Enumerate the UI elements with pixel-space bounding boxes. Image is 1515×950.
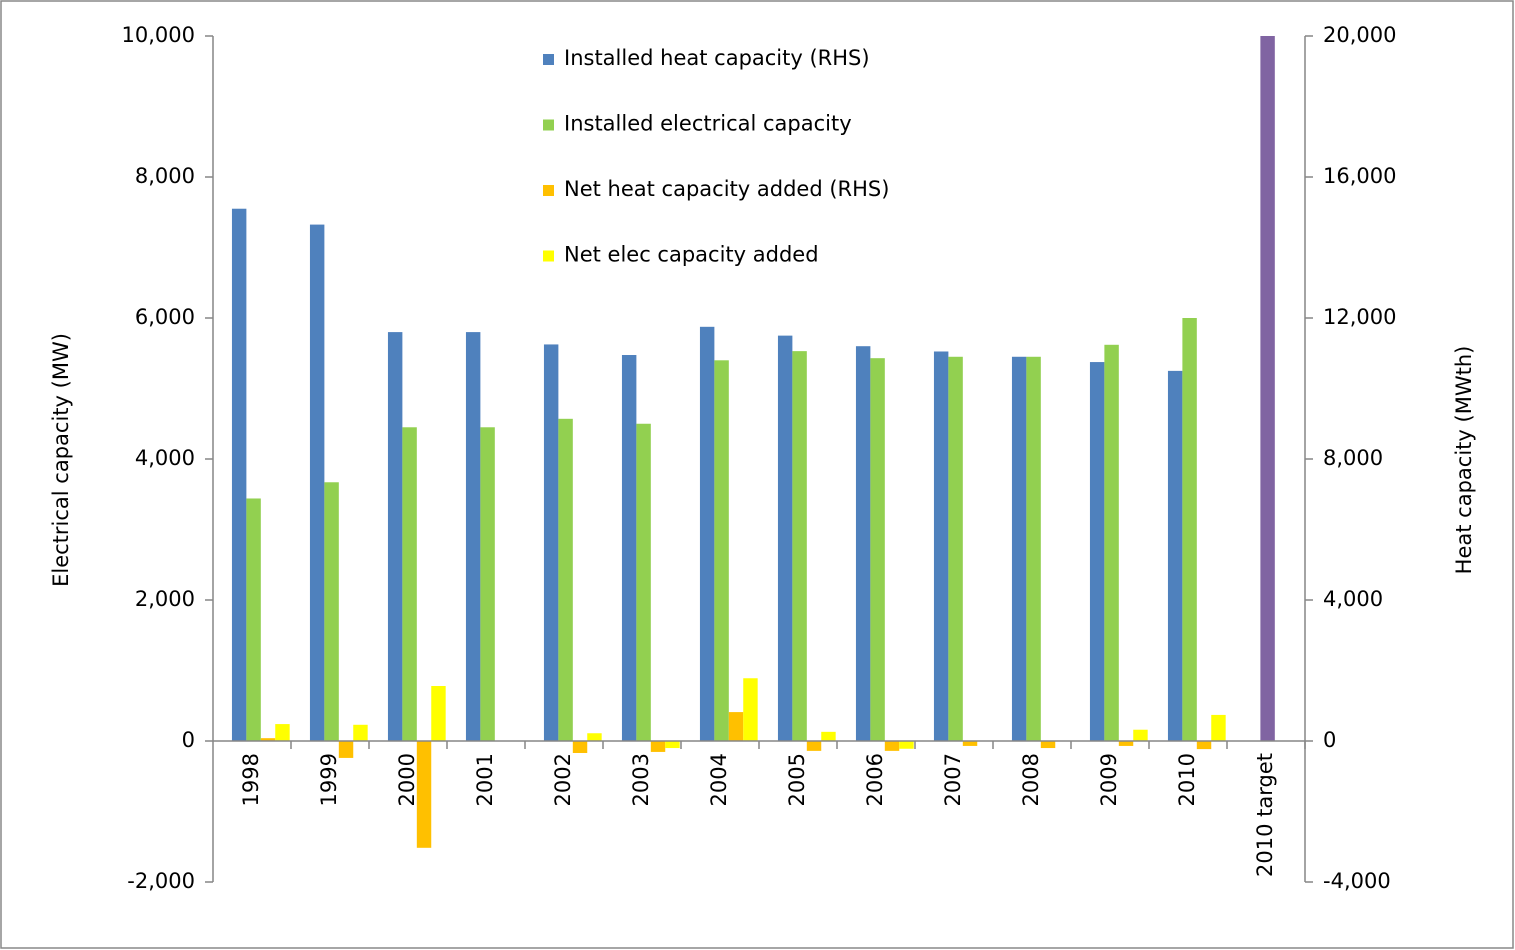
bar — [309, 224, 325, 741]
bar — [480, 427, 495, 741]
bar — [948, 356, 963, 741]
y2-axis-title: Heat capacity (MWth) — [1452, 346, 1476, 575]
legend-label: Net elec capacity added — [564, 243, 819, 267]
bar — [338, 741, 354, 758]
bar — [650, 741, 666, 752]
x-tick-label: 1999 — [317, 753, 341, 806]
bar — [1089, 362, 1105, 741]
legend-swatch — [543, 250, 554, 262]
bar — [465, 332, 481, 741]
bar — [324, 482, 339, 741]
x-tick-label: 2000 — [395, 753, 419, 806]
bar — [699, 326, 715, 741]
x-tick-label: 2006 — [863, 753, 887, 806]
x-tick-label: 2001 — [473, 753, 497, 806]
bar — [743, 678, 758, 741]
bar — [621, 355, 637, 741]
x-tick-label: 2010 target — [1253, 753, 1277, 877]
y-tick-label: 0 — [1323, 728, 1336, 752]
y-tick-label: 8,000 — [135, 164, 195, 188]
bar — [231, 208, 247, 742]
bar — [1118, 741, 1134, 746]
y-tick-label: 8,000 — [1323, 446, 1383, 470]
bar — [933, 351, 949, 741]
y-tick-label: 6,000 — [135, 305, 195, 329]
x-tick-label: 2009 — [1097, 753, 1121, 806]
bar — [665, 741, 680, 749]
y-axis-title: Electrical capacity (MW) — [49, 333, 73, 587]
bar — [806, 741, 822, 751]
bar — [962, 741, 978, 746]
bar — [558, 418, 573, 741]
bar — [572, 741, 588, 753]
bar — [636, 423, 651, 741]
y-tick-label: -2,000 — [127, 869, 195, 893]
bar — [1104, 344, 1119, 741]
y-tick-label: 2,000 — [135, 587, 195, 611]
x-tick-label: 2007 — [941, 753, 965, 806]
bar — [1182, 318, 1197, 741]
bar — [431, 686, 446, 741]
legend-label: Installed heat capacity (RHS) — [564, 46, 870, 70]
y-tick-label: 10,000 — [122, 23, 195, 47]
bar — [870, 358, 885, 741]
bar — [792, 351, 807, 741]
bar — [728, 712, 744, 741]
bar — [416, 741, 432, 848]
bar — [587, 733, 602, 741]
legend-swatch — [543, 185, 554, 196]
bar — [1211, 714, 1226, 741]
bar — [714, 360, 729, 741]
bar — [899, 741, 914, 749]
x-tick-label: 2003 — [629, 753, 653, 806]
bar — [855, 346, 871, 741]
x-tick-label: 2008 — [1019, 753, 1043, 806]
bar — [402, 427, 417, 741]
bar — [821, 731, 836, 741]
y-tick-label: -4,000 — [1323, 869, 1391, 893]
x-tick-label: 2005 — [785, 753, 809, 806]
bar — [260, 738, 276, 741]
x-tick-label: 2002 — [551, 753, 575, 806]
bar — [246, 498, 261, 741]
y-tick-label: 0 — [182, 728, 195, 752]
legend-label: Net heat capacity added (RHS) — [564, 177, 889, 201]
x-tick-label: 2010 — [1175, 753, 1199, 806]
bar — [1133, 729, 1148, 741]
bar — [1011, 356, 1027, 741]
legend-swatch — [543, 119, 554, 131]
y-tick-label: 12,000 — [1323, 305, 1396, 329]
legend-label: Installed electrical capacity — [564, 112, 852, 136]
bar — [884, 741, 900, 751]
bar — [353, 724, 368, 741]
legend-swatch — [543, 54, 554, 65]
x-tick-label: 1998 — [239, 753, 263, 806]
bar — [1026, 356, 1041, 741]
bar — [1260, 36, 1275, 741]
bar — [1167, 370, 1183, 741]
bar — [275, 724, 290, 741]
y-tick-label: 4,000 — [135, 446, 195, 470]
y-tick-label: 16,000 — [1323, 164, 1396, 188]
bar — [387, 332, 403, 741]
y-tick-label: 4,000 — [1323, 587, 1383, 611]
bar — [1040, 741, 1056, 749]
bar — [543, 344, 559, 741]
x-tick-label: 2004 — [707, 753, 731, 806]
bar — [1196, 741, 1212, 750]
y-tick-label: 20,000 — [1323, 23, 1396, 47]
bar — [777, 335, 793, 741]
